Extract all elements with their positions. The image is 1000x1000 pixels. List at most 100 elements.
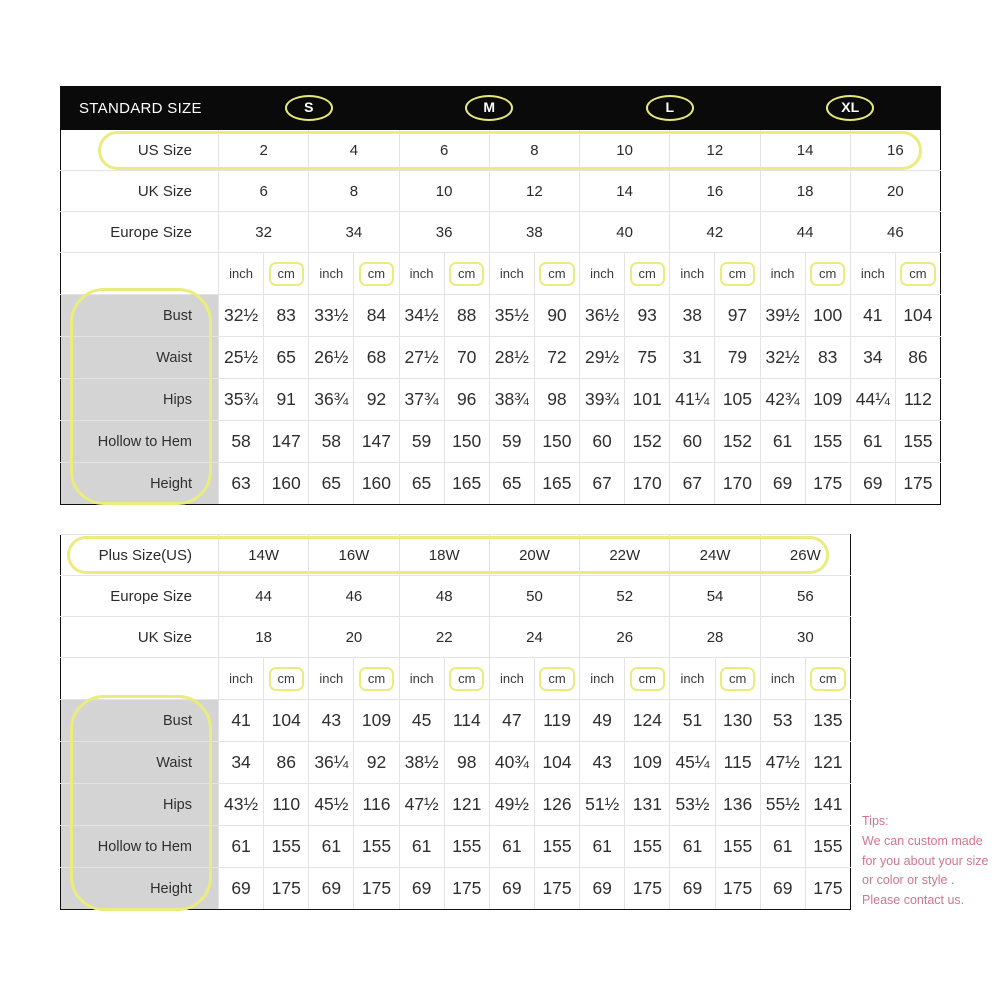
- measurement-value-cell: 35¾: [217, 378, 265, 421]
- measurement-value-cell: 69: [488, 867, 535, 910]
- size-value-cell: 20: [849, 170, 942, 212]
- tips-line-5: Please contact us.: [862, 893, 965, 907]
- unit-cell-inch: inch: [398, 657, 445, 700]
- measurement-value-cell: 150: [443, 420, 490, 463]
- unit-cell-inch: inch: [849, 252, 896, 295]
- highlight-unit-cm: cm: [629, 666, 665, 691]
- measurement-row: Hips 43½ 110 45½ 116 47½ 121 49½ 126 51½ 131 53½ 136…: [60, 783, 851, 826]
- measurement-value-cell: 51: [669, 699, 716, 742]
- highlight-unit-cm: cm: [358, 666, 395, 691]
- measurement-value-cell: 105: [714, 378, 761, 421]
- tips-line-2: We can custom made: [862, 833, 983, 848]
- measurement-value-cell: 47: [488, 699, 535, 742]
- measurement-value-cell: 68: [353, 336, 400, 379]
- size-value-cell: 12: [669, 129, 761, 171]
- measurement-value-cell: 36¾: [308, 378, 355, 421]
- highlight-unit-cm: cm: [810, 261, 846, 286]
- measurement-value-cell: 175: [894, 462, 942, 505]
- measurement-value-cell: 63: [217, 462, 265, 505]
- unit-cell-cm: cm: [714, 252, 761, 295]
- unit-cell-inch: inch: [669, 657, 716, 700]
- measurement-value-cell: 170: [624, 462, 671, 505]
- measurement-value-cell: 43: [308, 699, 355, 742]
- measurement-value-cell: 98: [533, 378, 581, 421]
- unit-cell-inch: inch: [217, 252, 265, 295]
- size-badge-cell-l: L: [579, 86, 761, 130]
- measurement-value-cell: 121: [443, 783, 490, 826]
- measurement-value-cell: 43: [579, 741, 626, 784]
- measurement-value-cell: 49: [579, 699, 626, 742]
- unit-cell-cm: cm: [624, 657, 671, 700]
- size-value-cell: 32: [217, 211, 310, 253]
- measurement-value-cell: 61: [579, 825, 626, 868]
- measurement-value-cell: 175: [624, 867, 671, 910]
- size-value-cell: 18: [759, 170, 851, 212]
- size-value-cell: 36: [398, 211, 490, 253]
- measurement-value-cell: 175: [443, 867, 490, 910]
- highlight-unit-cm: cm: [719, 261, 756, 286]
- tips-line-1: Tips:: [862, 814, 889, 828]
- measurement-value-cell: 51½: [579, 783, 626, 826]
- unit-cell-cm: cm: [624, 252, 671, 295]
- measurement-value-cell: 83: [263, 294, 310, 337]
- measurement-value-cell: 35½: [488, 294, 535, 337]
- size-badge-m: M: [465, 95, 514, 121]
- size-value-cell: 8: [308, 170, 400, 212]
- measurement-value-cell: 61: [759, 420, 806, 463]
- size-value-cell: 10: [578, 129, 671, 171]
- measurement-value-cell: 170: [714, 462, 761, 505]
- measurement-value-cell: 116: [353, 783, 400, 826]
- row-label-europe-size: Europe Size: [60, 575, 219, 617]
- measurement-value-cell: 155: [443, 825, 490, 868]
- measurement-value-cell: 60: [669, 420, 716, 463]
- measurement-label-bust: Bust: [60, 699, 219, 742]
- plus-size-table: Plus Size(US) 14W 16W 18W 20W 22W 24W 26W Europe…: [60, 534, 851, 910]
- size-value-cell: 20: [308, 616, 400, 658]
- measurement-label-hollow-to-hem: Hollow to Hem: [60, 825, 219, 868]
- highlight-unit-cm: cm: [539, 261, 575, 286]
- measurement-value-cell: 110: [263, 783, 310, 826]
- measurement-value-cell: 67: [578, 462, 626, 505]
- measurement-value-cell: 61: [488, 825, 535, 868]
- size-value-cell: 34: [308, 211, 400, 253]
- measurement-row: Height 69 175 69 175 69 175 69 175 69 175 69 175 69 17…: [60, 867, 851, 910]
- highlight-unit-cm: cm: [539, 666, 575, 691]
- measurement-value-cell: 32½: [217, 294, 265, 337]
- measurement-value-cell: 38½: [398, 741, 445, 784]
- size-value-cell: 30: [759, 616, 851, 658]
- unit-cell-cm: cm: [263, 252, 310, 295]
- unit-cell-cm: cm: [443, 657, 490, 700]
- unit-cell-cm: cm: [533, 252, 581, 295]
- measurement-value-cell: 47½: [759, 741, 806, 784]
- measurement-value-cell: 36½: [578, 294, 626, 337]
- measurement-value-cell: 65: [488, 462, 535, 505]
- size-value-cell: 44: [217, 575, 310, 617]
- measurement-row: Waist 34 86 36¼ 92 38½ 98 40¾ 104 43 109 45¼ 115 47½ 1…: [60, 741, 851, 784]
- measurement-value-cell: 86: [894, 336, 942, 379]
- unit-cell-inch: inch: [308, 252, 355, 295]
- size-value-cell: 8: [488, 129, 581, 171]
- size-badge-cell-xl: XL: [759, 86, 941, 130]
- measurement-value-cell: 175: [804, 462, 851, 505]
- unit-cell-cm: cm: [533, 657, 581, 700]
- measurement-value-cell: 175: [804, 867, 851, 910]
- measurement-value-cell: 34: [217, 741, 265, 784]
- measurement-value-cell: 175: [533, 867, 581, 910]
- unit-cell-inch: inch: [398, 252, 445, 295]
- measurement-value-cell: 43½: [217, 783, 265, 826]
- measurement-value-cell: 155: [624, 825, 671, 868]
- measurement-value-cell: 39½: [759, 294, 806, 337]
- measurement-value-cell: 126: [533, 783, 581, 826]
- unit-cell-cm: cm: [263, 657, 310, 700]
- size-value-cell: 54: [669, 575, 761, 617]
- highlight-unit-cm: cm: [810, 666, 846, 691]
- size-value-cell: 38: [488, 211, 581, 253]
- size-value-cell: 16: [849, 129, 942, 171]
- row-label-us-size: US Size: [60, 129, 219, 171]
- unit-cell-inch: inch: [488, 252, 535, 295]
- measurement-value-cell: 58: [217, 420, 265, 463]
- measurement-value-cell: 34½: [398, 294, 445, 337]
- tips-note: Tips: We can custom made for you about you…: [862, 812, 998, 911]
- size-value-cell: 46: [849, 211, 942, 253]
- measurement-value-cell: 88: [443, 294, 490, 337]
